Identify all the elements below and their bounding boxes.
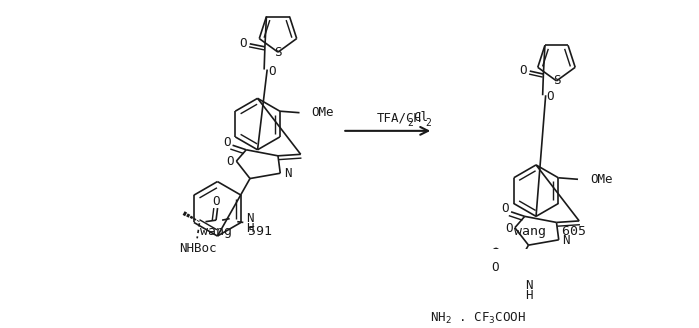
Text: S: S <box>553 74 560 88</box>
Text: wang  605: wang 605 <box>514 225 586 238</box>
Text: N: N <box>284 168 291 180</box>
Text: OMe: OMe <box>590 173 612 186</box>
Text: O: O <box>212 195 219 208</box>
Text: N: N <box>246 212 254 225</box>
Text: O: O <box>223 136 230 149</box>
Text: N: N <box>525 279 533 292</box>
Text: 2: 2 <box>426 117 431 128</box>
Text: O: O <box>268 65 275 77</box>
Text: NH$_2$ . CF$_3$COOH: NH$_2$ . CF$_3$COOH <box>430 311 526 326</box>
Text: O: O <box>505 222 512 235</box>
Text: O: O <box>491 261 498 274</box>
Text: wang  591: wang 591 <box>201 225 273 238</box>
Text: 2: 2 <box>408 117 413 128</box>
Text: O: O <box>519 64 527 77</box>
Text: OMe: OMe <box>312 106 334 119</box>
Text: H: H <box>246 222 254 235</box>
Text: O: O <box>547 90 554 103</box>
Text: O: O <box>501 202 509 215</box>
Text: H: H <box>525 289 533 301</box>
Text: N: N <box>563 234 570 247</box>
Text: O: O <box>226 155 234 168</box>
Text: TFA/CH: TFA/CH <box>376 112 421 125</box>
Text: O: O <box>239 36 247 50</box>
Text: Cl: Cl <box>413 112 428 125</box>
Text: S: S <box>274 46 282 59</box>
Text: NHBoc: NHBoc <box>179 242 217 255</box>
